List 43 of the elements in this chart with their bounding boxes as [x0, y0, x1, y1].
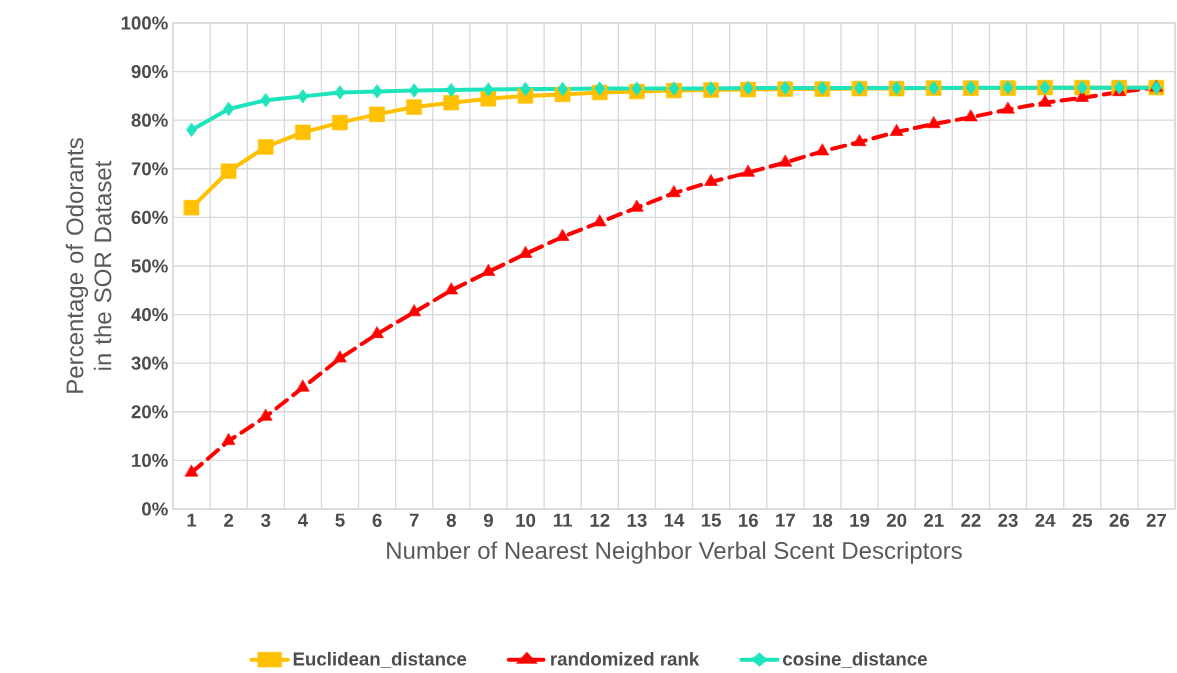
x-tick-label: 12: [590, 513, 610, 527]
x-axis-title: Number of Nearest Neighbor Verbal Scent Descriptors: [387, 541, 962, 564]
x-tick-label: 16: [739, 513, 758, 527]
x-tick-label: 20: [886, 513, 907, 527]
x-tick-label: 4: [298, 513, 308, 527]
x-tick-label: 23: [998, 513, 1018, 527]
x-tick-label: 26: [1109, 513, 1130, 527]
y-tick-label: 40%: [131, 307, 168, 322]
x-tick-label: 11: [553, 513, 573, 527]
y-tick-label: 80%: [131, 113, 168, 127]
x-tick-label: 5: [335, 513, 345, 527]
x-tick-label: 27: [1146, 513, 1166, 527]
x-tick-label: 18: [813, 513, 833, 527]
legend-label: Euclidean_distance: [293, 651, 467, 668]
y-tick-label: 10%: [132, 453, 168, 467]
legend-label: randomized rank: [551, 651, 700, 666]
y-tick-label: 90%: [131, 64, 168, 79]
x-tick-label: 3: [261, 513, 271, 527]
x-tick-label: 14: [664, 513, 685, 527]
x-tick-label: 8: [446, 513, 456, 527]
x-tick-label: 17: [776, 513, 795, 527]
y-tick-label: 70%: [131, 162, 168, 176]
y-tick-label: 30%: [131, 356, 168, 370]
x-tick-label: 6: [372, 513, 382, 527]
legend-label: cosine_distance: [783, 651, 927, 668]
x-tick-label: 24: [1035, 513, 1056, 527]
y-tick-label: 0%: [142, 502, 168, 516]
x-tick-label: 7: [409, 513, 419, 527]
y-tick-label: 100%: [121, 16, 168, 30]
y-tick-label: 50%: [131, 259, 168, 273]
x-tick-label: 25: [1072, 513, 1093, 527]
x-tick-label: 2: [224, 513, 234, 527]
x-tick-label: 21: [924, 513, 944, 527]
y-tick-label: 20%: [131, 405, 168, 419]
x-tick-label: 19: [850, 513, 870, 527]
x-tick-label: 22: [961, 513, 981, 527]
y-axis-title: Percentage of Odorants in the SOR Dataset: [65, 138, 112, 393]
x-tick-label: 13: [627, 513, 647, 527]
x-tick-label: 1: [187, 513, 197, 527]
y-tick-label: 60%: [131, 210, 168, 224]
x-tick-label: 9: [483, 513, 493, 527]
x-tick-label: 10: [516, 513, 536, 527]
x-tick-label: 15: [701, 513, 721, 527]
